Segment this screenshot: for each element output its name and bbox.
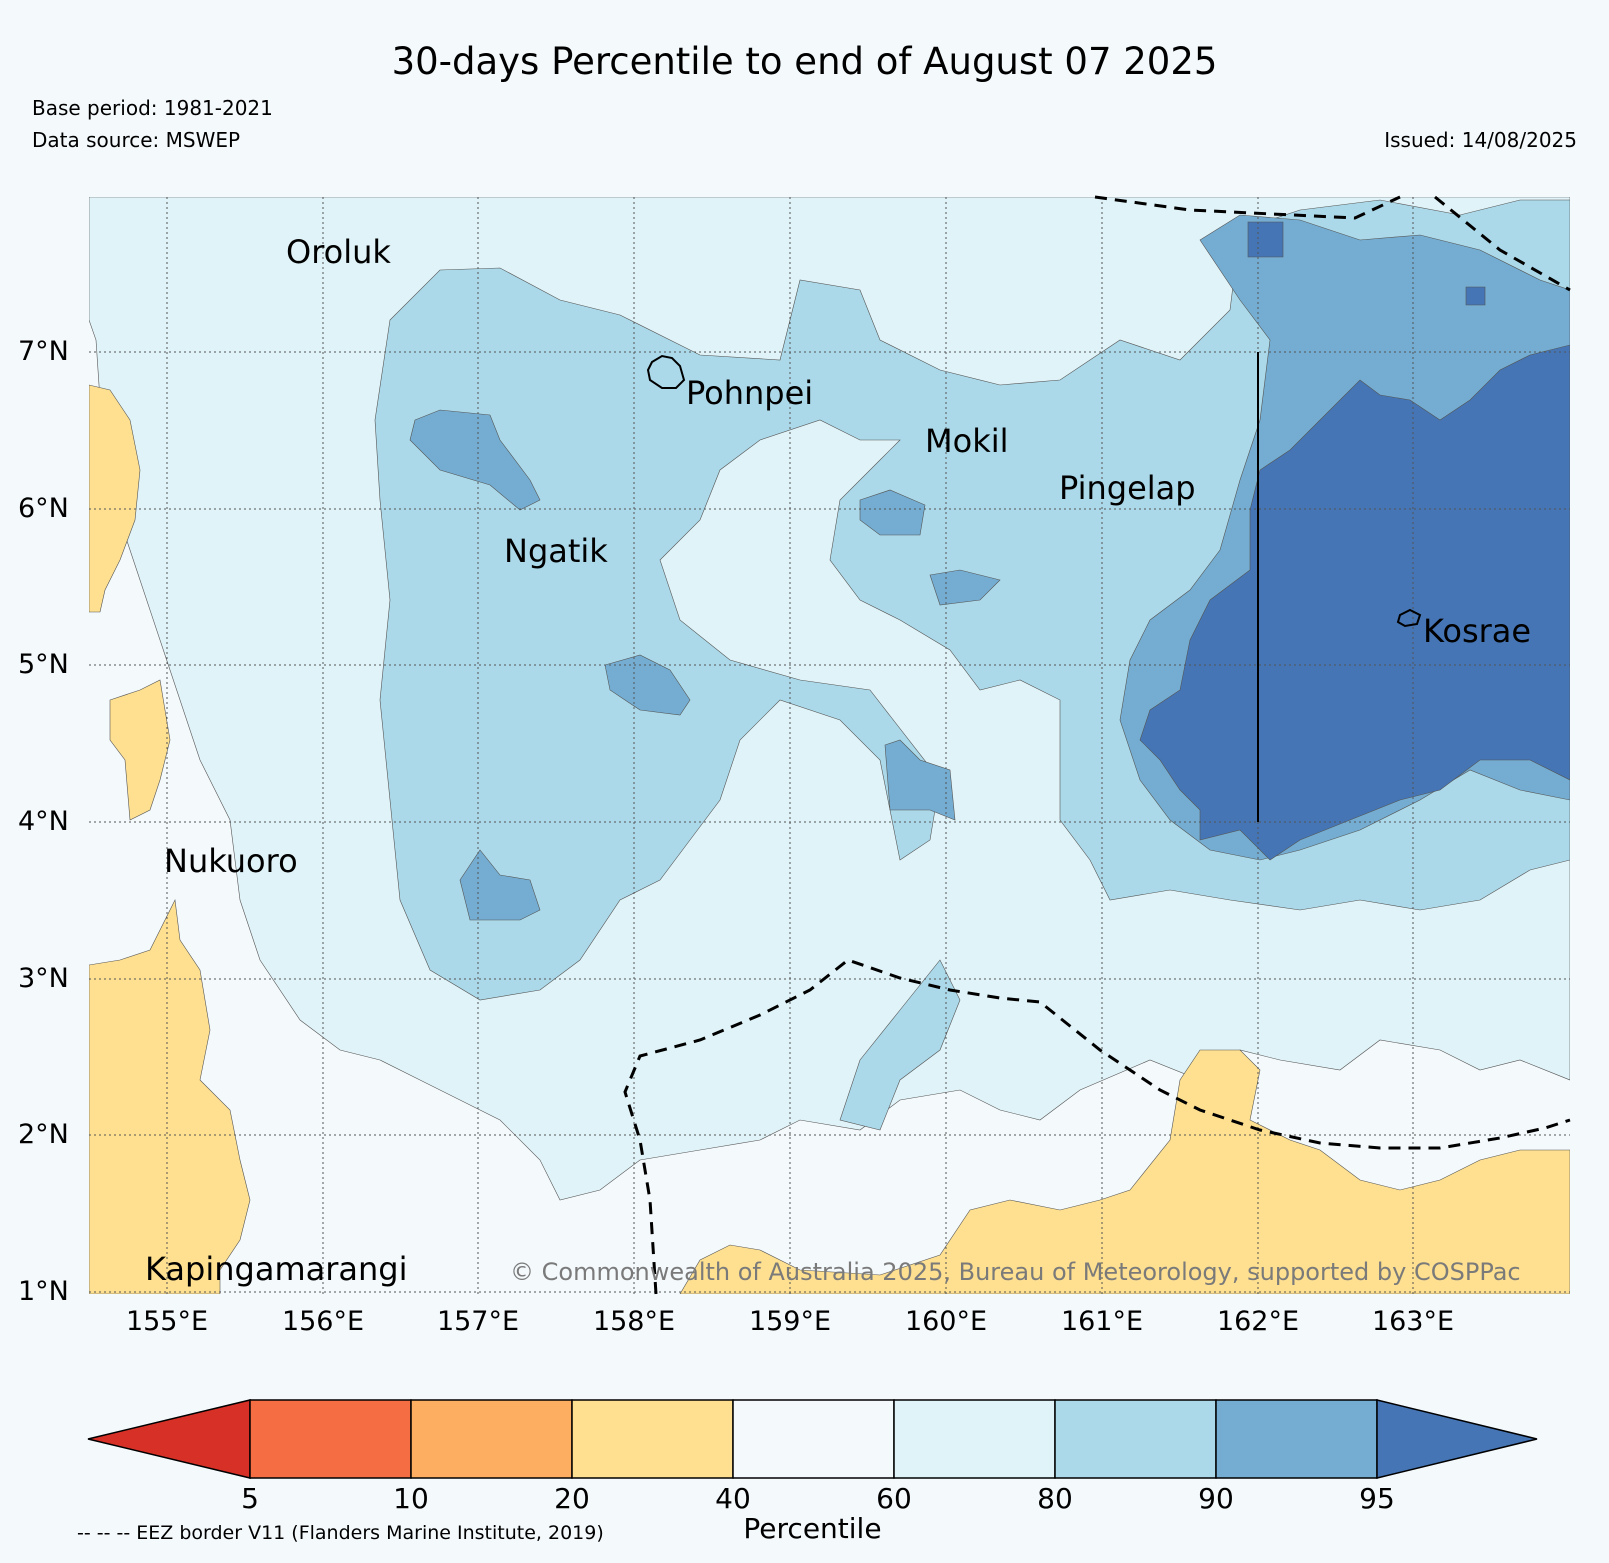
island-outlines <box>646 354 1422 628</box>
contour-20-40-west-2 <box>109 679 171 821</box>
map-title: 30-days Percentile to end of August 07 2… <box>391 40 1218 83</box>
lon-label-155e: 155°E <box>125 1306 209 1337</box>
place-label-mokil: Mokil <box>925 422 1009 460</box>
colorbar-5-10 <box>249 1399 412 1479</box>
lon-label-160e: 160°E <box>904 1306 988 1337</box>
colorbar-tick-90: 90 <box>1198 1482 1234 1515</box>
place-label-pohnpei: Pohnpei <box>686 374 814 412</box>
colorbar-below-5 <box>87 1399 251 1479</box>
contour-90-95-b <box>604 654 691 716</box>
contour-90-95-f <box>929 569 1001 606</box>
map-area <box>89 197 1570 1294</box>
eez-border-note: -- -- -- EEZ border V11 (Flanders Marine… <box>77 1522 604 1544</box>
colorbar-90-95 <box>1215 1399 1378 1479</box>
contour-20-40-west <box>89 384 141 613</box>
contour-90-95-e <box>859 489 926 536</box>
base-period: Base period: 1981-2021 <box>32 96 273 120</box>
lat-label-1n: 1°N <box>18 1276 69 1307</box>
eez-borders <box>623 195 1571 1295</box>
place-label-ngatik: Ngatik <box>504 532 608 570</box>
lat-label-5n: 5°N <box>18 649 69 680</box>
colorbar <box>87 1399 1538 1479</box>
colorbar-80-90 <box>1054 1399 1217 1479</box>
place-label-oroluk: Oroluk <box>286 233 391 271</box>
colorbar-20-40 <box>571 1399 734 1479</box>
lat-label-2n: 2°N <box>18 1119 69 1150</box>
colorbar-10-20 <box>410 1399 573 1479</box>
place-label-kapingamarangi: Kapingamarangi <box>145 1250 408 1288</box>
place-label-nukuoro: Nukuoro <box>164 842 298 880</box>
lon-label-159e: 159°E <box>748 1306 832 1337</box>
kosrae-island-shape <box>1396 608 1422 628</box>
colorbar-tick-40: 40 <box>715 1482 751 1515</box>
data-source: Data source: MSWEP <box>32 128 241 152</box>
contour-20-40-south <box>679 1049 1570 1294</box>
contour-90-95-a <box>409 409 541 511</box>
lon-label-161e: 161°E <box>1060 1306 1144 1337</box>
colorbar-tick-60: 60 <box>876 1482 912 1515</box>
contour-90-95-c <box>459 849 541 921</box>
colorbar-tick-10: 10 <box>393 1482 429 1515</box>
colorbar-tick-95: 95 <box>1359 1482 1395 1515</box>
lat-label-7n: 7°N <box>18 336 69 367</box>
lon-label-162e: 162°E <box>1216 1306 1300 1337</box>
lon-label-163e: 163°E <box>1371 1306 1455 1337</box>
contour-above-95 <box>1139 344 1570 861</box>
lon-label-157e: 157°E <box>436 1306 520 1337</box>
contour-above-95-small <box>1247 221 1284 258</box>
lat-label-6n: 6°N <box>18 493 69 524</box>
contour-80-90-south <box>839 959 961 1131</box>
contour-above-95-small-2 <box>1465 286 1486 306</box>
lon-label-158e: 158°E <box>592 1306 676 1337</box>
place-label-kosrae: Kosrae <box>1423 612 1532 650</box>
issued-date: Issued: 14/08/2025 <box>1384 128 1577 152</box>
pohnpei-island-shape <box>646 354 686 389</box>
lon-label-156e: 156°E <box>281 1306 365 1337</box>
contour-20-40-southwest <box>89 898 251 1294</box>
colorbar-40-60 <box>732 1399 895 1479</box>
colorbar-tick-5: 5 <box>241 1482 259 1515</box>
colorbar-tick-80: 80 <box>1037 1482 1073 1515</box>
colorbar-60-80 <box>893 1399 1056 1479</box>
contour-90-95-d <box>884 739 956 821</box>
colorbar-tick-20: 20 <box>554 1482 590 1515</box>
lat-label-3n: 3°N <box>18 963 69 994</box>
copyright-notice: © Commonwealth of Australia 2025, Bureau… <box>510 1258 1521 1286</box>
gridlines <box>89 197 1570 1294</box>
colorbar-title: Percentile <box>743 1512 882 1545</box>
place-label-pingelap: Pingelap <box>1059 469 1196 507</box>
lat-label-4n: 4°N <box>18 806 69 837</box>
colorbar-above-95 <box>1376 1399 1538 1479</box>
